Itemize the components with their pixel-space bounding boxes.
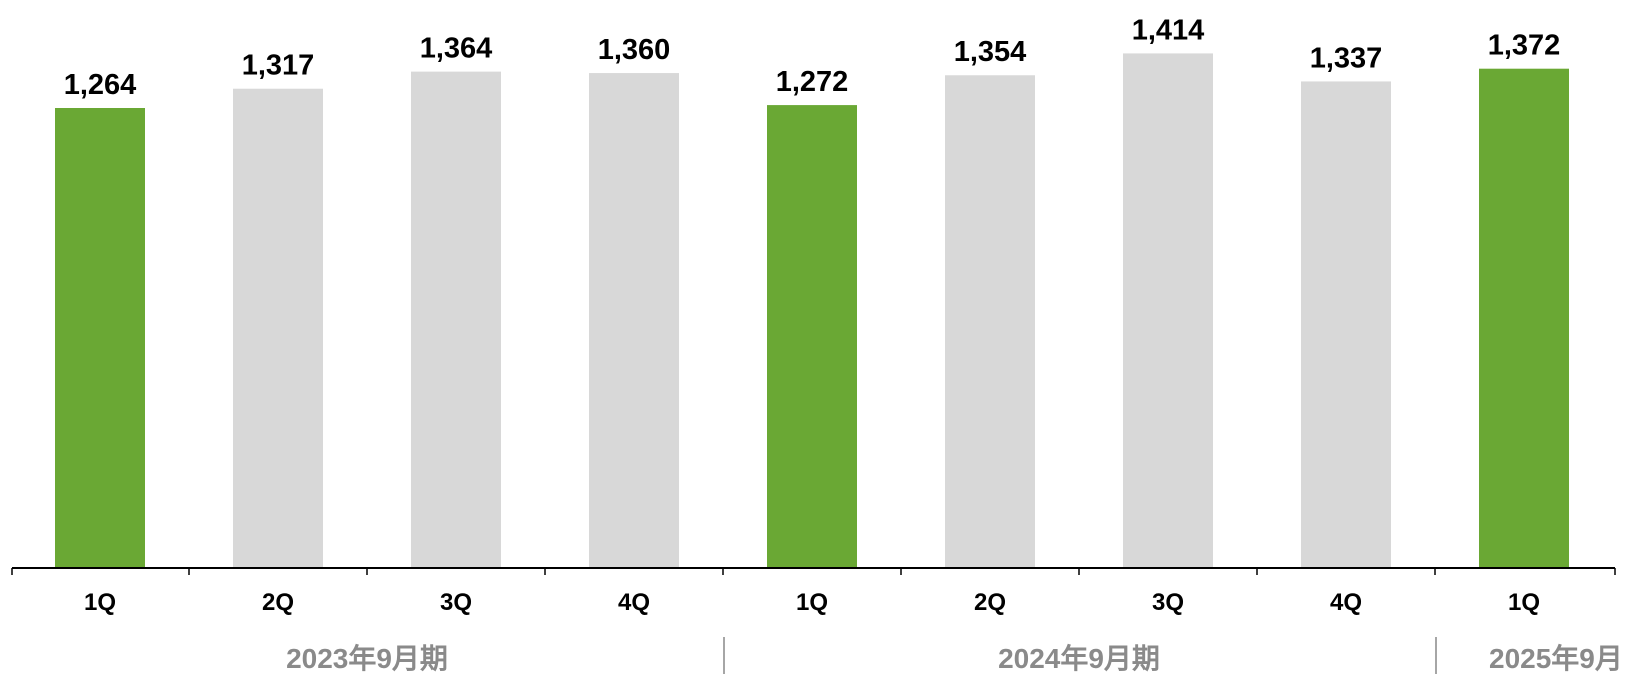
bar-8 bbox=[1301, 81, 1391, 569]
category-label: 3Q bbox=[440, 589, 472, 616]
group-label: 2023年9月期 bbox=[286, 642, 448, 674]
value-label: 1,317 bbox=[242, 50, 315, 82]
bar-9 bbox=[1479, 68, 1569, 569]
bar-4 bbox=[589, 73, 679, 568]
bar-6 bbox=[945, 75, 1035, 569]
group-labels-layer: 2023年9月期 2024年9月期 2025年9月 bbox=[286, 642, 1623, 674]
value-labels-layer: 1,264 1,317 1,364 1,360 1,272 1,354 1,414 1,337… bbox=[64, 14, 1561, 101]
bar-7 bbox=[1123, 53, 1213, 569]
value-label: 1,360 bbox=[598, 34, 671, 66]
category-label: 4Q bbox=[618, 589, 650, 616]
value-label: 1,337 bbox=[1310, 42, 1383, 74]
bar-2 bbox=[233, 88, 323, 568]
bar-5 bbox=[767, 105, 857, 568]
category-label: 1Q bbox=[1508, 589, 1540, 616]
category-label: 4Q bbox=[1330, 589, 1362, 616]
category-label: 1Q bbox=[84, 589, 116, 616]
category-label: 1Q bbox=[796, 589, 828, 616]
group-separators-layer bbox=[723, 637, 1437, 674]
category-labels-layer: 1Q 2Q 3Q 4Q 1Q 2Q 3Q 4Q 1Q bbox=[84, 589, 1540, 616]
group-label: 2024年9月期 bbox=[998, 642, 1160, 674]
value-label: 1,272 bbox=[776, 66, 849, 98]
bars-layer bbox=[55, 53, 1569, 569]
value-label: 1,264 bbox=[64, 69, 137, 101]
category-label: 3Q bbox=[1152, 589, 1184, 616]
group-label: 2025年9月 bbox=[1489, 642, 1623, 674]
value-label: 1,372 bbox=[1488, 30, 1561, 62]
bar-1 bbox=[55, 108, 145, 568]
x-axis-ticks-layer bbox=[11, 568, 1616, 575]
value-label: 1,354 bbox=[954, 36, 1027, 68]
category-label: 2Q bbox=[974, 589, 1006, 616]
category-label: 2Q bbox=[262, 589, 294, 616]
value-label: 1,364 bbox=[420, 33, 493, 65]
value-label: 1,414 bbox=[1132, 14, 1205, 46]
bar-3 bbox=[411, 71, 501, 568]
